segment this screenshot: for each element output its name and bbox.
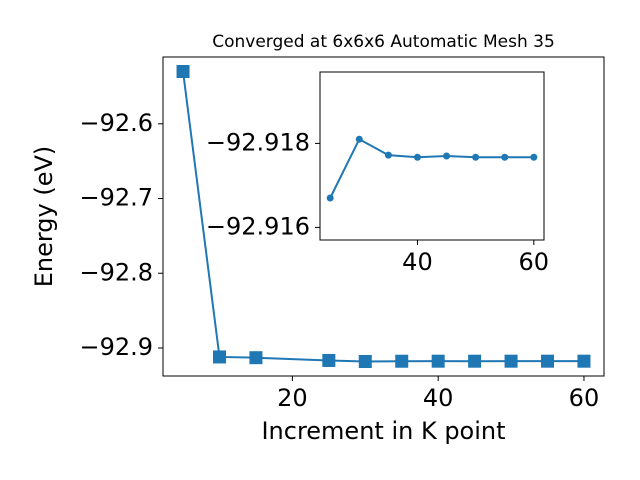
marker [249,351,263,365]
marker [541,354,555,368]
y-tick-label: −92.7 [79,184,153,212]
y-tick-label: −92.6 [79,109,153,137]
marker [355,135,363,143]
y-tick-label: −92.8 [79,258,153,286]
marker [468,354,482,368]
marker [176,64,190,78]
chart-title: Converged at 6x6x6 Automatic Mesh 35 [212,32,555,52]
marker [443,152,451,160]
marker [413,153,421,161]
x-tick-label: 40 [402,248,433,276]
marker [530,153,538,161]
marker [501,153,509,161]
y-tick-label: −92.918 [206,128,310,156]
marker [384,151,392,159]
marker [326,194,334,202]
x-tick-label: 40 [423,384,454,412]
marker [504,354,518,368]
marker [431,354,445,368]
marker [577,354,591,368]
x-tick-label: 20 [277,384,308,412]
marker [395,354,409,368]
marker [358,355,372,369]
marker [472,153,480,161]
x-tick-label: 60 [569,384,600,412]
y-tick-label: −92.9 [79,333,153,361]
marker [322,353,336,367]
x-tick-label: 60 [519,248,550,276]
plot-area [162,56,605,377]
marker [212,350,226,364]
y-tick-label: −92.916 [206,212,310,240]
series-line [329,137,534,199]
y-axis-label: Energy (eV) [30,146,58,288]
plot-area [319,71,545,241]
x-axis-label: Increment in K point [261,417,505,445]
